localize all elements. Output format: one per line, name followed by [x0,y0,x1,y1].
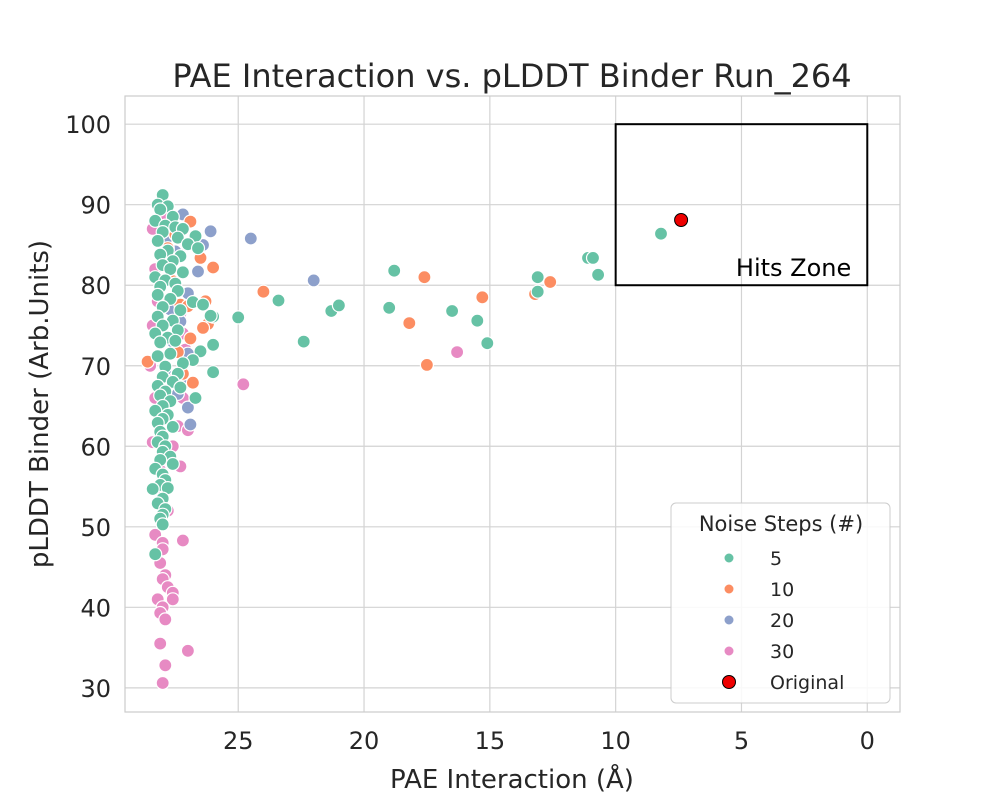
y-tick-label: 40 [80,594,111,622]
legend-title: Noise Steps (#) [699,512,863,536]
data-point-series-5 [530,284,545,299]
data-point-series-5 [470,313,485,328]
x-tick-label: 20 [349,727,380,755]
data-point-series-30 [158,612,173,627]
legend-entry-label: 20 [770,610,794,632]
y-tick-label: 50 [80,514,111,542]
data-point-series-10 [417,270,432,285]
x-tick-label: 5 [734,727,749,755]
legend-marker [723,552,735,564]
hits-zone-label: Hits Zone [736,254,851,282]
data-point-series-10 [402,316,417,331]
data-point-series-5 [145,481,160,497]
data-point-series-5 [155,517,170,532]
x-tick-label: 25 [223,727,254,755]
y-tick-label: 80 [80,272,111,300]
data-point-series-5 [231,310,246,325]
data-point-series-10 [206,260,221,275]
data-point-series-5 [190,241,206,256]
y-axis-label: pLDDT Binder (Arb.Units) [25,240,55,568]
data-point-series-20 [183,417,198,432]
data-point-series-original [674,213,689,227]
data-point-series-20 [203,224,218,239]
data-points [140,187,689,691]
data-point-series-5 [480,336,495,351]
chart-title: PAE Interaction vs. pLDDT Binder Run_264 [172,57,851,95]
data-point-series-5 [195,297,211,312]
data-point-series-10 [543,274,558,290]
data-point-series-30 [450,345,465,360]
data-point-series-10 [475,290,490,305]
data-point-series-5 [170,230,185,245]
data-point-series-30 [175,533,190,548]
data-point-series-5 [165,419,180,434]
data-point-series-30 [153,636,168,651]
data-point-series-10 [183,331,198,346]
y-tick-label: 70 [80,353,111,381]
data-point-series-5 [148,547,163,562]
x-tick-label: 0 [860,727,875,755]
data-point-series-5 [382,300,397,315]
data-point-series-5 [530,270,545,285]
data-point-series-10 [185,375,200,390]
legend-marker [723,583,735,595]
legend-entry-label: Original [770,672,844,694]
data-point-series-5 [653,226,669,241]
data-point-series-30 [165,592,180,607]
data-point-series-5 [150,287,165,302]
data-point-series-5 [445,303,460,319]
y-tick-label: 30 [80,675,111,703]
legend-entry-label: 10 [770,579,794,601]
data-point-series-20 [180,400,195,415]
legend-marker [722,675,736,689]
x-axis-label: PAE Interaction (Å) [390,763,634,795]
data-point-series-10 [195,320,211,335]
data-point-series-30 [180,643,195,658]
data-point-series-5 [296,334,311,349]
data-point-series-5 [203,308,218,323]
data-point-series-5 [165,456,180,472]
data-point-series-5 [173,380,188,395]
data-point-series-5 [387,263,402,278]
legend-marker [723,614,735,626]
y-tick-label: 60 [80,433,111,461]
data-point-series-5 [150,233,165,248]
x-axis-ticks: 25 20 15 10 5 0 [223,727,875,755]
x-tick-label: 15 [475,727,506,755]
data-point-series-20 [306,273,321,288]
y-tick-label: 100 [65,111,111,139]
legend: Noise Steps (#) 5 10 20 30 Original [670,502,891,704]
data-point-series-30 [236,377,251,392]
data-point-series-5 [163,346,178,361]
legend-items: 5 10 20 30 Original [722,548,844,694]
data-point-series-10 [256,284,271,299]
legend-entry-label: 30 [770,641,794,663]
data-point-series-5 [206,337,221,352]
data-point-series-5 [331,298,346,313]
data-point-series-5 [590,267,606,282]
data-point-series-5 [173,303,188,318]
legend-marker [723,645,735,657]
data-point-series-5 [153,335,168,350]
data-point-series-10 [419,357,434,372]
plot-frame [124,95,901,713]
data-point-series-20 [190,264,206,279]
data-point-series-5 [271,293,286,308]
data-point-series-5 [150,349,165,364]
hits-zone-box [614,123,869,287]
data-point-series-5 [206,365,221,380]
data-point-series-5 [585,250,601,265]
data-point-series-20 [243,231,258,246]
legend-entry-label: 5 [770,548,782,570]
data-point-series-30 [155,675,170,691]
data-point-series-30 [158,658,173,673]
x-tick-label: 10 [600,727,631,755]
data-point-series-5 [175,265,190,280]
y-axis-ticks: 30 40 50 60 70 80 90 100 [65,111,111,703]
data-point-series-5 [188,390,203,406]
y-tick-label: 90 [80,192,111,220]
data-point-series-5 [168,333,183,348]
